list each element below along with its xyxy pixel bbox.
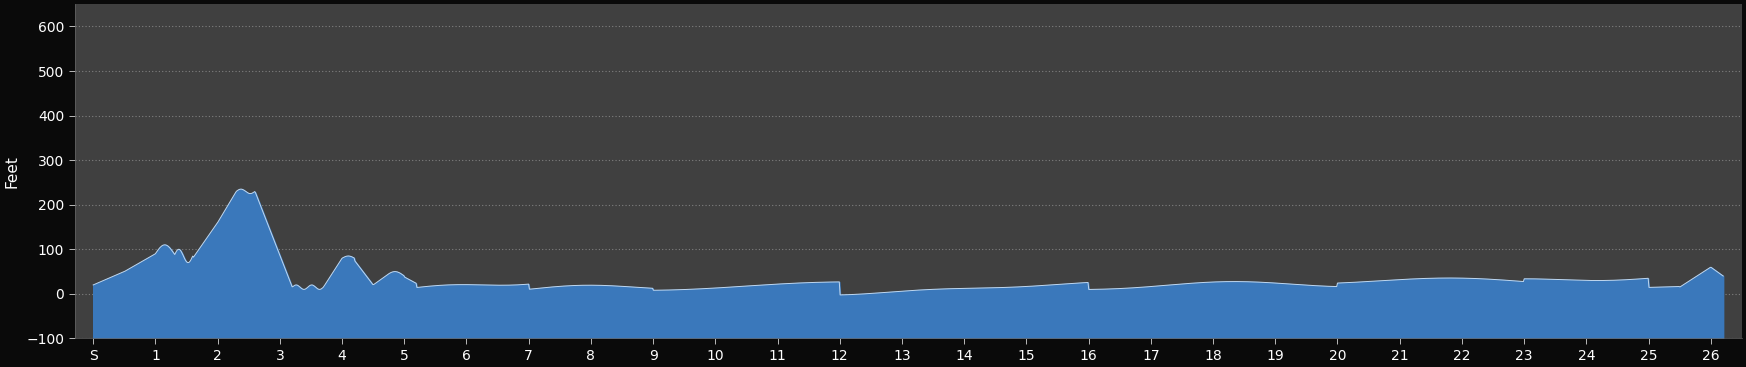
Y-axis label: Feet: Feet [3,155,19,188]
